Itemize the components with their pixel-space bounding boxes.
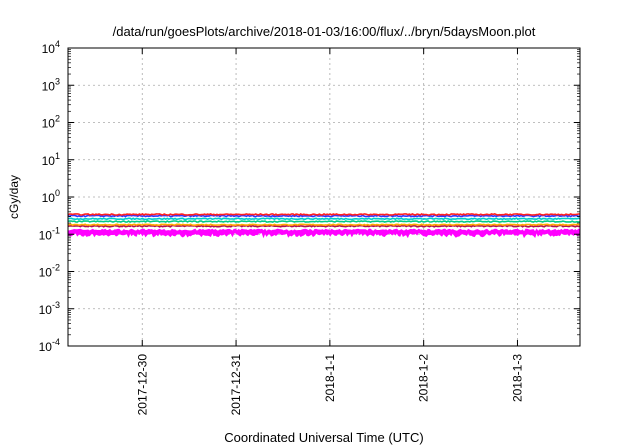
series-line-1: [67, 224, 580, 228]
y-axis-label: cGy/day: [7, 175, 21, 219]
y-tick-label: 102: [42, 114, 60, 131]
y-tick-label: 10-2: [39, 263, 60, 280]
y-tick-label: 10-4: [39, 337, 60, 354]
series-band-0: [67, 228, 581, 239]
y-tick-label: 101: [42, 151, 60, 168]
series-line-6: [67, 212, 580, 216]
x-tick-label: 2018-1-2: [417, 354, 431, 402]
y-tick-label: 10-1: [39, 225, 60, 242]
chart-title: /data/run/goesPlots/archive/2018-01-03/1…: [113, 24, 536, 39]
x-axis-label: Coordinated Universal Time (UTC): [224, 430, 423, 445]
x-axis-ticks: 2017-12-30 2017-12-31 2018-1-1 2018-1-2 2018…: [135, 48, 524, 415]
y-axis-ticks: 10-4 10-3 10-2 10-1 100 101 102 103 104: [39, 39, 580, 354]
series-line-2: [67, 223, 581, 227]
series-line-4: [67, 217, 581, 221]
y-tick-label: 100: [42, 188, 60, 205]
x-tick-label: 2018-1-1: [323, 354, 337, 402]
series-line-3: [67, 220, 580, 224]
series-group: [67, 212, 581, 239]
x-tick-label: 2018-1-3: [510, 354, 524, 402]
y-tick-label: 104: [42, 39, 60, 56]
x-tick-label: 2017-12-30: [135, 354, 149, 416]
series-line-5: [67, 214, 581, 218]
grid-lines: [68, 48, 580, 346]
y-tick-label: 10-3: [39, 300, 60, 317]
x-tick-label: 2017-12-31: [229, 354, 243, 416]
y-tick-label: 103: [42, 76, 60, 93]
